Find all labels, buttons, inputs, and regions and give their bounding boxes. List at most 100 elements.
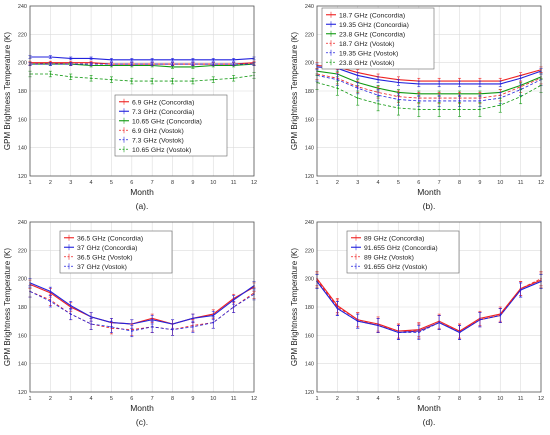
y-tick-label: 220 bbox=[18, 32, 27, 38]
data-point bbox=[131, 63, 133, 65]
y-tick-label: 160 bbox=[18, 117, 27, 123]
legend-label: 10.65 GHz (Vostok) bbox=[132, 147, 191, 154]
data-point bbox=[499, 314, 502, 317]
chart-panel-c: 120 140 160 180 200 220 240 1 2 3 4 5 6 7 8 9 10 11 12 Mont… bbox=[0, 216, 263, 435]
y-tick-label: 200 bbox=[18, 277, 27, 283]
data-point bbox=[232, 77, 235, 80]
legend-label: 19.35 GHz (Concordia) bbox=[339, 22, 409, 29]
x-tick-label: 2 bbox=[336, 180, 339, 186]
x-tick-label: 1 bbox=[315, 396, 318, 402]
data-point bbox=[232, 299, 235, 301]
y-tick-label: 160 bbox=[305, 117, 314, 123]
legend-box bbox=[59, 230, 173, 274]
data-point bbox=[110, 63, 113, 65]
x-tick-label: 2 bbox=[49, 396, 52, 402]
legend-item: 23.8 GHz (Concordia) bbox=[326, 30, 405, 38]
legend-item: 18.7 GHz (Vostok) bbox=[326, 40, 395, 48]
data-point bbox=[356, 74, 359, 77]
legend-item: 19.35 GHz (Concordia) bbox=[326, 21, 409, 29]
series-line bbox=[316, 73, 542, 99]
data-point bbox=[171, 59, 174, 61]
legend-label: 7.3 GHz (Vostok) bbox=[132, 137, 184, 144]
data-point bbox=[418, 83, 420, 85]
data-point bbox=[212, 63, 215, 65]
legend-label: 6.9 GHz (Concordia) bbox=[132, 99, 194, 106]
x-tick-label: 4 bbox=[377, 396, 380, 402]
x-tick-label: 6 bbox=[417, 396, 420, 402]
data-point bbox=[458, 108, 461, 111]
data-point bbox=[336, 307, 339, 310]
x-tick-label: 4 bbox=[377, 180, 380, 186]
legend-box bbox=[321, 7, 435, 70]
y-tick-label: 180 bbox=[18, 305, 27, 311]
x-tick-label: 7 bbox=[438, 396, 441, 402]
data-point bbox=[49, 63, 52, 65]
y-tick-label: 200 bbox=[18, 61, 27, 67]
y-tick-label: 140 bbox=[305, 362, 314, 368]
series-line bbox=[30, 73, 255, 82]
legend-item: 91.655 GHz (Concordia) bbox=[351, 244, 438, 252]
data-point bbox=[519, 289, 522, 291]
x-tick-label: 10 bbox=[497, 396, 503, 402]
data-point bbox=[479, 108, 481, 111]
data-point bbox=[131, 80, 133, 82]
y-tick-label: 240 bbox=[305, 4, 314, 10]
y-tick-label: 240 bbox=[18, 220, 27, 226]
x-tick-label: 3 bbox=[69, 180, 72, 186]
x-tick-label: 8 bbox=[458, 180, 461, 186]
series-line bbox=[30, 56, 255, 61]
data-point bbox=[356, 87, 359, 89]
series-line bbox=[29, 291, 255, 332]
legend-label: 37 GHz (Concordia) bbox=[77, 245, 137, 252]
data-point bbox=[458, 100, 461, 102]
y-tick-label: 220 bbox=[305, 248, 314, 254]
x-tick-label: 2 bbox=[49, 180, 52, 186]
data-point bbox=[458, 83, 461, 85]
data-point bbox=[171, 63, 174, 65]
x-tick-label: 10 bbox=[497, 180, 503, 186]
panel-caption: (a). bbox=[136, 201, 149, 211]
series-6 bbox=[315, 75, 543, 117]
legend-item: 37 GHz (Vostok) bbox=[64, 263, 127, 271]
x-tick-label: 7 bbox=[151, 396, 154, 402]
legend-item: 89 GHz (Concordia) bbox=[351, 234, 424, 242]
legend-item: 36.5 GHz (Concordia) bbox=[64, 234, 143, 242]
y-tick-label: 220 bbox=[18, 248, 27, 254]
y-axis-label: GPM Brightness Temperature (K) bbox=[290, 32, 299, 150]
data-point bbox=[418, 100, 420, 102]
y-tick-label: 120 bbox=[305, 174, 314, 180]
data-point bbox=[418, 331, 420, 334]
data-point bbox=[458, 331, 461, 334]
plot-frame bbox=[29, 221, 255, 393]
x-axis-label: Month bbox=[130, 187, 154, 197]
x-tick-label: 12 bbox=[538, 180, 544, 186]
y-tick-label: 140 bbox=[18, 146, 27, 152]
y-axis-label: GPM Brightness Temperature (K) bbox=[3, 248, 12, 366]
data-point bbox=[192, 326, 194, 328]
x-tick-label: 1 bbox=[315, 180, 318, 186]
series-line bbox=[316, 281, 542, 333]
data-point bbox=[192, 80, 194, 82]
x-tick-label: 12 bbox=[251, 180, 257, 186]
data-point bbox=[377, 102, 379, 105]
x-tick-label: 10 bbox=[210, 396, 216, 402]
data-point bbox=[479, 100, 481, 102]
plot-frame bbox=[29, 5, 255, 177]
data-point bbox=[336, 87, 339, 89]
x-tick-label: 9 bbox=[191, 396, 194, 402]
data-point bbox=[151, 318, 153, 321]
legend-label: 91.655 GHz (Concordia) bbox=[364, 245, 438, 252]
x-tick-label: 1 bbox=[28, 180, 31, 186]
x-tick-label: 11 bbox=[231, 180, 237, 186]
data-point bbox=[171, 328, 174, 331]
data-point bbox=[49, 300, 52, 303]
legend-item: 37 GHz (Concordia) bbox=[64, 244, 137, 252]
data-point bbox=[232, 63, 235, 65]
x-tick-label: 12 bbox=[538, 396, 544, 402]
legend-label: 36.5 GHz (Concordia) bbox=[77, 235, 143, 242]
y-axis-label: GPM Brightness Temperature (K) bbox=[3, 32, 12, 150]
legend-item: 36.5 GHz (Vostok) bbox=[64, 253, 133, 261]
y-tick-label: 140 bbox=[18, 362, 27, 368]
